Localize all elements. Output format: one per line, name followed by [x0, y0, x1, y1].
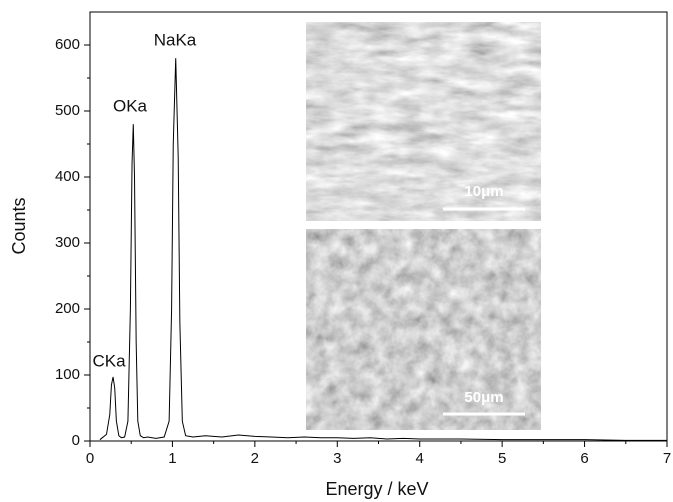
- sem-image-bottom: [306, 229, 541, 430]
- x-tick-label: 6: [580, 450, 588, 467]
- x-tick-label: 2: [251, 450, 259, 467]
- peak-label: CKa: [92, 351, 126, 370]
- x-tick-label: 4: [416, 450, 424, 467]
- scale-label: 50μm: [464, 389, 503, 406]
- scale-label: 10μm: [464, 183, 503, 200]
- chart: 10μm 50μm CKa OKa NaKa Energy / keV Coun…: [0, 0, 673, 502]
- y-tick-label: 200: [55, 300, 80, 317]
- x-tick-label: 0: [86, 450, 94, 467]
- y-axis-title: Counts: [9, 197, 29, 254]
- sem-image-top: [306, 22, 541, 221]
- peak-label: NaKa: [154, 30, 197, 49]
- y-tick-label: 100: [55, 366, 80, 383]
- y-tick-label: 400: [55, 168, 80, 185]
- x-tick-label: 3: [333, 450, 341, 467]
- x-tick-label: 1: [168, 450, 176, 467]
- x-tick-label: 5: [498, 450, 506, 467]
- y-tick-label: 500: [55, 102, 80, 119]
- x-tick-label: 7: [663, 450, 671, 467]
- y-tick-label: 300: [55, 234, 80, 251]
- peak-label: OKa: [113, 96, 148, 115]
- y-tick-label: 0: [72, 432, 80, 449]
- y-tick-label: 600: [55, 36, 80, 53]
- x-axis-title: Energy / keV: [325, 479, 428, 499]
